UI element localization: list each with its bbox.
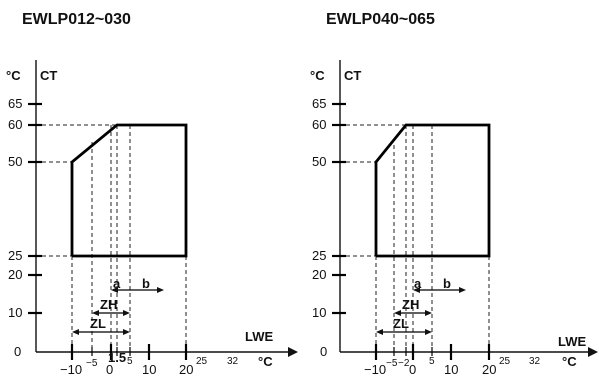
x-tick-label: 0 [106, 362, 113, 376]
y-tick-label: 65 [8, 96, 22, 111]
x-tick-label: 10 [444, 362, 458, 376]
diagram-right: EWLP040~065 °C CT LWE °C 65 60 50 25 20 … [310, 11, 598, 376]
range-b-label: b [443, 276, 451, 291]
x-axis-arrow [288, 347, 298, 357]
zone-zl-label: ZL [393, 316, 409, 331]
y-axis-title: CT [344, 68, 361, 83]
x-tick-label: 0 [409, 362, 416, 376]
diagram-left: EWLP012~030 °C CT LWE °C 65 60 50 25 20 … [6, 11, 298, 376]
x-unit: °C [562, 354, 577, 369]
y-tick-label: 20 [8, 267, 22, 282]
y-tick-label: 0 [14, 344, 21, 359]
x-tick-label: −10 [60, 362, 82, 376]
x-tick-label-minor: −5 [86, 358, 98, 369]
x-tick-label: 20 [179, 362, 193, 376]
zone-zl-label: ZL [90, 316, 106, 331]
arrow-right-head [123, 329, 130, 335]
arrow-right-head [425, 329, 432, 335]
x-tick-label-minor: 1.5 [108, 350, 126, 365]
zone-zh-label: ZH [402, 297, 419, 312]
diagram-title: EWLP040~065 [326, 11, 435, 28]
arrow-left-head [111, 287, 118, 293]
x-axis-title: LWE [245, 329, 273, 344]
x-tick-label-minor: −5 [386, 358, 398, 369]
arrow-right-head [123, 310, 130, 316]
diagram-title: EWLP012~030 [22, 11, 131, 28]
y-tick-label: 10 [312, 305, 326, 320]
y-tick-label: 50 [8, 154, 22, 169]
y-axis-title: CT [40, 68, 57, 83]
operating-envelope [70, 123, 188, 258]
y-unit: °C [310, 68, 325, 83]
x-tick-label: −10 [364, 362, 386, 376]
range-b-label: b [142, 276, 150, 291]
x-tick-label-minor: 25 [499, 356, 511, 367]
x-axis-arrow [588, 347, 598, 357]
operating-envelope [374, 123, 491, 258]
y-tick-label: 25 [8, 248, 22, 263]
y-tick-label: 20 [312, 267, 326, 282]
x-tick-label-minor: −2 [398, 358, 410, 369]
arrow-left-head [92, 310, 99, 316]
y-tick-label: 50 [312, 154, 326, 169]
y-tick-label: 60 [8, 117, 22, 132]
range-a-label: a [414, 276, 422, 291]
y-tick-label: 0 [320, 344, 327, 359]
y-tick-label: 65 [312, 96, 326, 111]
x-tick-label-minor: 32 [529, 356, 541, 367]
y-tick-label: 60 [312, 117, 326, 132]
x-tick-label: 10 [142, 362, 156, 376]
arrow-right-head [459, 287, 466, 293]
arrow-left-head [394, 310, 401, 316]
y-unit: °C [6, 68, 21, 83]
x-tick-label: 20 [482, 362, 496, 376]
x-axis-title: LWE [558, 334, 586, 349]
arrow-right-head [157, 287, 164, 293]
arrow-left-head [413, 287, 420, 293]
x-tick-label-minor: 5 [429, 356, 435, 367]
x-tick-label-minor: 5 [127, 356, 133, 367]
range-a-label: a [113, 276, 121, 291]
zone-zh-label: ZH [100, 297, 117, 312]
arrow-left-head [72, 329, 79, 335]
x-tick-label-minor: 32 [227, 356, 239, 367]
arrow-right-head [425, 310, 432, 316]
y-tick-label: 10 [8, 305, 22, 320]
y-tick-label: 25 [312, 248, 326, 263]
x-unit: °C [258, 354, 273, 369]
arrow-left-head [376, 329, 383, 335]
x-tick-label-minor: 25 [196, 356, 208, 367]
